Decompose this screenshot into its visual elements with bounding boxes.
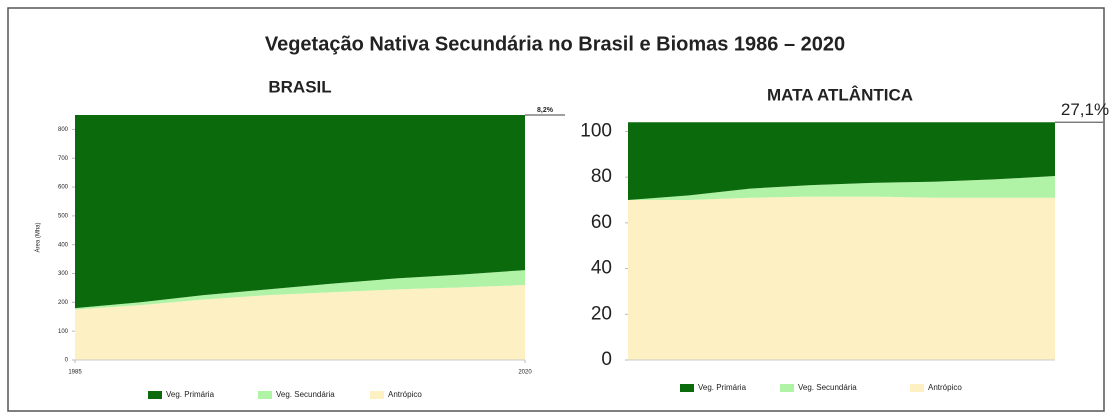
area xyxy=(628,196,1055,360)
legend-label: Antrópico xyxy=(928,383,962,392)
y-axis-label: Área (Mha) xyxy=(35,222,42,252)
legend-swatch xyxy=(148,391,162,399)
y-tick-label: 40 xyxy=(591,258,612,279)
annotation: 8,2% xyxy=(537,107,554,114)
legend-label: Veg. Secundária xyxy=(276,390,335,399)
y-tick-label: 80 xyxy=(591,166,612,187)
y-tick-label: 60 xyxy=(591,212,612,233)
chart-title: MATA ATLÂNTICA xyxy=(767,85,913,104)
y-tick-label: 600 xyxy=(58,185,69,191)
legend-swatch xyxy=(370,391,384,399)
legend-label: Veg. Secundária xyxy=(798,383,857,392)
y-tick-label: 20 xyxy=(591,303,612,324)
area xyxy=(75,270,525,310)
legend-label: Antrópico xyxy=(388,390,422,399)
y-tick-label: 500 xyxy=(58,213,69,219)
y-tick-label: 100 xyxy=(58,329,69,335)
y-tick-label: 100 xyxy=(580,120,612,141)
y-tick-label: 400 xyxy=(58,242,69,248)
y-tick-label: 300 xyxy=(58,271,69,277)
area xyxy=(75,285,525,360)
y-tick-label: 0 xyxy=(601,349,612,370)
legend-swatch xyxy=(780,384,794,392)
frame xyxy=(7,7,1105,412)
legend-label: Veg. Primária xyxy=(166,390,215,399)
y-tick-label: 200 xyxy=(58,300,69,306)
x-tick-label: 2020 xyxy=(518,370,532,376)
area xyxy=(628,122,1055,200)
legend-swatch xyxy=(258,391,272,399)
x-tick-label: 1985 xyxy=(68,370,82,376)
annotation: 27,1% xyxy=(1061,100,1109,119)
y-tick-label: 700 xyxy=(58,156,69,162)
legend-swatch xyxy=(910,384,924,392)
y-tick-label: 800 xyxy=(58,127,69,133)
legend-swatch xyxy=(680,384,694,392)
y-tick-label: 0 xyxy=(65,358,69,364)
figure-title: Vegetação Nativa Secundária no Brasil e … xyxy=(265,33,845,55)
area xyxy=(628,176,1055,200)
chart-title: BRASIL xyxy=(268,77,331,96)
area xyxy=(75,115,525,309)
legend-label: Veg. Primária xyxy=(698,383,747,392)
